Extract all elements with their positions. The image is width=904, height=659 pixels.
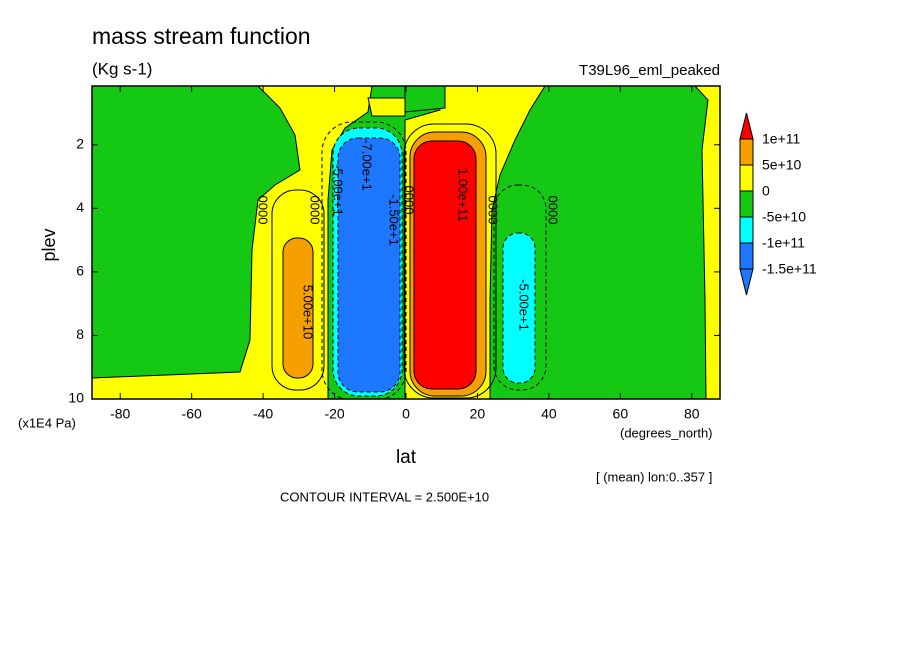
colorbar-swatch <box>739 242 754 270</box>
colorbar-swatch <box>739 164 754 192</box>
x-tick-label: 0 <box>402 406 410 422</box>
contour-label: 0000 <box>402 186 417 215</box>
y-axis-label: plev <box>39 228 59 261</box>
contour-region <box>413 140 477 390</box>
colorbar-swatch <box>739 268 754 296</box>
contour-region <box>337 137 401 393</box>
x-tick-label: -40 <box>253 406 273 422</box>
run-label: T39L96_eml_peaked <box>579 62 720 79</box>
contour-region <box>502 232 536 384</box>
contour-label: 5.00e+10 <box>301 285 316 340</box>
contour-label: -5.00e+1 <box>517 279 532 331</box>
colorbar-label: -1.5e+11 <box>762 261 817 277</box>
y-tick-label: 8 <box>76 326 84 342</box>
x-tick-label: -80 <box>110 406 130 422</box>
contour-line <box>493 184 547 391</box>
colorbar-label: -1e+11 <box>762 235 805 251</box>
y-unit: (x1E4 Pa) <box>18 415 76 430</box>
contour-line <box>403 123 497 399</box>
contour-label: -5.00e+1 <box>331 164 346 216</box>
contour-region <box>367 97 406 117</box>
contour-label: 0000 <box>546 196 561 225</box>
contour-region <box>404 86 446 113</box>
x-tick-label: 40 <box>541 406 557 422</box>
contour-label: 0000 <box>256 196 271 225</box>
chart-subtitle: (Kg s-1) <box>92 59 152 78</box>
contour-region <box>694 86 720 399</box>
colorbar-label: 5e+10 <box>762 157 802 173</box>
y-tick-label: 4 <box>76 199 84 215</box>
x-tick-label: 60 <box>613 406 629 422</box>
colorbar: 1e+11 5e+10 0 -5e+10 -1e+11 -1.5e+11 <box>739 112 817 296</box>
contour-region <box>282 237 314 379</box>
colorbar-swatch <box>739 138 754 166</box>
contour-label: 0000 <box>486 196 501 225</box>
colorbar-swatch <box>739 190 754 218</box>
contour-label: 0000 <box>308 196 323 225</box>
y-tick-label: 10 <box>68 390 84 406</box>
colorbar-label: 1e+11 <box>762 131 800 147</box>
colorbar-swatch <box>739 216 754 244</box>
contour-label: 1.00e+11 <box>456 168 471 222</box>
y-tick-label: 2 <box>76 135 84 151</box>
colorbar-swatch <box>739 112 754 140</box>
colorbar-label: 0 <box>762 183 770 199</box>
x-tick-label: -20 <box>324 406 344 422</box>
plot-area: 0000 0000 5.00e+10 -5.00e+1 -7.00e+1 -1.50e+1… <box>68 85 817 422</box>
colorbar-label: -5e+10 <box>762 209 806 225</box>
x-tick-label: 80 <box>684 406 700 422</box>
x-tick-label: 20 <box>470 406 486 422</box>
x-unit: (degrees_north) <box>620 425 713 440</box>
footer: CONTOUR INTERVAL = 2.500E+10 <box>280 489 489 504</box>
contour-label: -1.50e+1 <box>387 194 402 246</box>
contour-label: -7.00e+1 <box>360 139 375 191</box>
chart-title: mass stream function <box>92 23 311 49</box>
contour-fills <box>92 86 720 399</box>
contour-line <box>271 189 325 391</box>
x-axis-label: lat <box>396 447 417 468</box>
x-tick-label: -60 <box>182 406 202 422</box>
note: [ (mean) lon:0..357 ] <box>596 469 712 484</box>
y-tick-label: 6 <box>76 263 84 279</box>
